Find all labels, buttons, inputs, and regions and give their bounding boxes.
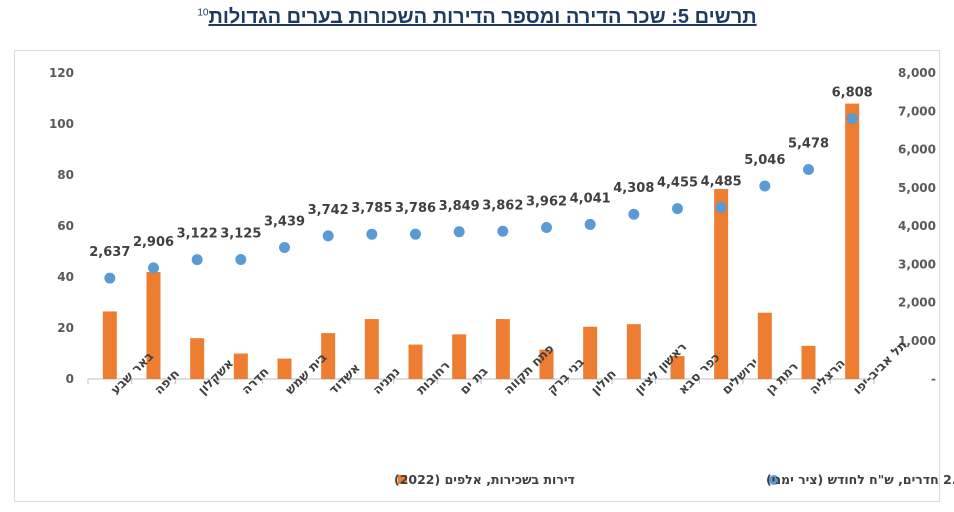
bar bbox=[626, 324, 641, 379]
right-tick-label: 3,000 bbox=[898, 257, 936, 271]
rent-point bbox=[191, 254, 203, 266]
rent-data-label: 4,041 bbox=[570, 191, 611, 206]
legend-swatch-bars bbox=[398, 475, 407, 484]
left-tick-label: 80 bbox=[57, 168, 74, 182]
rent-data-label: 3,122 bbox=[177, 227, 218, 242]
bar bbox=[277, 358, 292, 379]
legend: דירות בשכירות, אלפים (2022) שכ"ד ל-2.5-3… bbox=[394, 472, 954, 487]
left-tick-label: 100 bbox=[49, 117, 74, 131]
right-tick-label: 5,000 bbox=[898, 181, 936, 195]
bar bbox=[102, 311, 117, 379]
rent-data-label: 3,785 bbox=[351, 201, 392, 216]
right-tick-label: 6,000 bbox=[898, 143, 936, 157]
rent-point bbox=[453, 226, 465, 238]
left-tick-label: 40 bbox=[57, 270, 74, 284]
left-axis: 0 20 40 60 80 100 120 bbox=[49, 66, 74, 386]
rent-data-label: 3,742 bbox=[308, 203, 349, 218]
rent-point bbox=[235, 253, 247, 265]
bar bbox=[408, 344, 423, 379]
rent-point bbox=[759, 180, 771, 192]
rent-point bbox=[104, 272, 116, 284]
title-footnote: 10 bbox=[197, 7, 209, 19]
rent-point bbox=[148, 262, 159, 274]
rent-point bbox=[803, 163, 814, 175]
left-tick-label: 20 bbox=[57, 321, 74, 335]
rent-point bbox=[410, 228, 421, 240]
bar bbox=[146, 271, 161, 379]
rent-data-label: 5,046 bbox=[744, 153, 785, 168]
right-tick-label: - bbox=[931, 372, 936, 386]
rent-data-label: 5,478 bbox=[788, 136, 829, 151]
rent-point bbox=[846, 113, 858, 125]
right-tick-label: 8,000 bbox=[898, 66, 936, 80]
rent-data-label: 3,962 bbox=[526, 194, 567, 209]
bar bbox=[190, 338, 205, 379]
right-tick-label: 2,000 bbox=[898, 296, 936, 310]
rent-data-label: 4,455 bbox=[657, 176, 698, 191]
rent-data-label: 3,849 bbox=[439, 199, 480, 214]
rent-data-label: 3,439 bbox=[264, 214, 305, 229]
bar bbox=[364, 319, 379, 379]
left-tick-label: 0 bbox=[66, 372, 74, 386]
rent-point bbox=[628, 208, 640, 220]
rent-data-label: 3,862 bbox=[482, 198, 523, 213]
bar bbox=[539, 349, 554, 379]
rent-point bbox=[584, 218, 596, 230]
chart-title-text: תרשים 5: שכר הדירה ומספר הדירות השכורות … bbox=[208, 6, 757, 28]
legend-swatch-dots bbox=[769, 475, 779, 485]
left-tick-label: 120 bbox=[49, 66, 74, 80]
rent-data-label: 2,637 bbox=[89, 245, 130, 260]
rent-point bbox=[279, 241, 290, 253]
legend-label-bars: דירות בשכירות, אלפים (2022) bbox=[394, 472, 575, 487]
rent-data-label: 4,485 bbox=[701, 174, 742, 189]
bar bbox=[714, 189, 729, 379]
right-axis: - 1,000 2,000 3,000 4,000 5,000 6,000 7,000 8,00… bbox=[898, 66, 936, 386]
bar bbox=[801, 345, 816, 379]
rent-data-label: 3,125 bbox=[220, 226, 261, 241]
bar bbox=[757, 312, 772, 379]
dot-series bbox=[104, 113, 858, 284]
x-axis bbox=[87, 378, 875, 384]
chart-title: תרשים 5: שכר הדירה ומספר הדירות השכורות … bbox=[0, 6, 954, 29]
bar bbox=[583, 326, 598, 379]
rent-point bbox=[366, 228, 378, 240]
rent-data-label: 6,808 bbox=[832, 86, 873, 101]
bar bbox=[452, 334, 467, 379]
bar bbox=[845, 103, 860, 379]
bar bbox=[321, 333, 336, 379]
right-tick-label: 7,000 bbox=[898, 104, 936, 118]
rent-point bbox=[322, 230, 334, 242]
rent-point bbox=[715, 201, 727, 213]
rent-data-label: 4,308 bbox=[613, 181, 654, 196]
chart-frame bbox=[14, 50, 940, 502]
rent-point bbox=[672, 203, 683, 215]
bar-series bbox=[102, 103, 860, 379]
left-tick-label: 60 bbox=[57, 219, 74, 233]
rent-point bbox=[497, 225, 509, 237]
rent-data-label: 2,906 bbox=[133, 235, 174, 250]
bar bbox=[495, 319, 510, 379]
right-tick-label: 4,000 bbox=[898, 219, 936, 233]
rent-data-label: 3,786 bbox=[395, 201, 436, 216]
legend-label-dots: שכ"ד ל-2.5-3 חדרים, ש"ח לחודש (ציר ימני) bbox=[766, 472, 954, 487]
rent-point bbox=[541, 221, 552, 233]
bar bbox=[233, 353, 248, 379]
right-tick-label: 1,000 bbox=[898, 334, 936, 348]
bar bbox=[670, 356, 685, 379]
